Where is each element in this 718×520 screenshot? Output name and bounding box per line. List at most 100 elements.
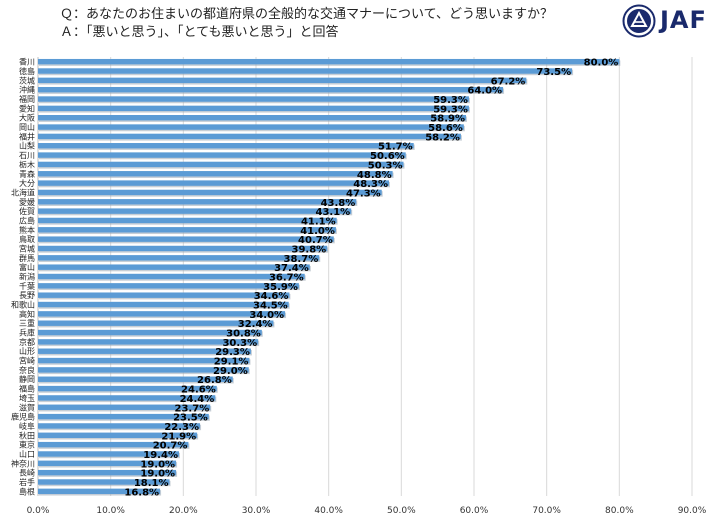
bar xyxy=(38,357,250,364)
value-label: 19.0% xyxy=(140,459,175,470)
bar xyxy=(38,283,299,289)
category-label: 大分 xyxy=(19,178,35,188)
bar xyxy=(38,367,249,373)
category-label: 北海道 xyxy=(11,187,35,197)
answer-text: Ａ：「悪いと思う」、「とても悪いと思う」と回答 xyxy=(60,25,339,40)
value-label: 29.3% xyxy=(215,347,250,358)
category-label: 富山 xyxy=(19,262,35,272)
bar xyxy=(38,395,216,401)
chart-header: Ｑ：あなたのお住まいの都道府県の全般的な交通マナーについて、どう思いますか？ Ａ… xyxy=(60,6,553,42)
category-label: 静岡 xyxy=(19,374,35,384)
bar xyxy=(38,58,620,65)
bar xyxy=(38,413,209,420)
value-label: 59.3% xyxy=(433,95,468,106)
category-label: 千葉 xyxy=(19,281,35,291)
category-label: 宮崎 xyxy=(19,356,35,366)
category-label: 徳島 xyxy=(19,66,35,76)
category-label: 沖縄 xyxy=(19,85,35,95)
value-label: 43.1% xyxy=(315,207,350,218)
value-label: 29.1% xyxy=(214,357,249,368)
bar xyxy=(38,273,305,280)
value-label: 48.8% xyxy=(357,170,392,181)
bar xyxy=(38,376,233,382)
value-label: 19.0% xyxy=(140,469,175,480)
x-tick-label: 90.0% xyxy=(678,506,707,516)
value-label: 24.4% xyxy=(180,394,215,405)
value-label: 21.9% xyxy=(161,431,196,442)
category-label: 宮城 xyxy=(19,243,35,253)
category-label: 神奈川 xyxy=(11,458,35,468)
category-label: 大阪 xyxy=(19,113,35,123)
x-tick-label: 80.0% xyxy=(605,506,634,516)
value-label: 37.4% xyxy=(274,263,309,274)
category-label: 和歌山 xyxy=(11,300,35,310)
category-label: 山梨 xyxy=(19,141,35,151)
value-label: 80.0% xyxy=(584,58,619,69)
x-tick-labels: 0.0% 10.0% 20.0% 30.0% 40.0% 50.0% 60.0% 70.0% 8… xyxy=(27,506,707,516)
category-label: 島根 xyxy=(19,486,35,496)
x-tick-label: 40.0% xyxy=(314,506,343,516)
value-label: 19.4% xyxy=(143,450,178,461)
bar xyxy=(38,161,404,168)
x-tick-label: 70.0% xyxy=(532,506,561,516)
value-label: 58.9% xyxy=(430,114,465,125)
bar xyxy=(38,96,469,102)
value-label: 23.5% xyxy=(173,413,208,424)
bar xyxy=(38,124,464,130)
value-labels: 80.0%73.5%67.2%64.0%59.3%59.3%58.9%58.6%… xyxy=(124,58,618,499)
bar xyxy=(38,236,334,242)
value-label: 24.6% xyxy=(181,385,216,396)
value-label: 32.4% xyxy=(238,319,273,330)
category-label: 滋賀 xyxy=(19,402,35,412)
category-label: 埼玉 xyxy=(19,393,35,403)
category-labels: 香川徳島茨城沖縄福岡愛知大阪岡山福井山梨石川栃木青森大分北海道愛媛佐賀広島熊本鳥… xyxy=(11,57,35,497)
bar xyxy=(38,152,406,158)
x-tick-label: 0.0% xyxy=(27,506,50,516)
bar xyxy=(38,488,161,495)
jaf-logo-text: JAF xyxy=(660,6,707,34)
value-label: 40.7% xyxy=(298,235,333,246)
value-label: 16.8% xyxy=(124,487,159,498)
category-label: 山形 xyxy=(19,346,35,356)
bar xyxy=(38,469,177,476)
category-label: 佐賀 xyxy=(19,206,35,216)
bar xyxy=(38,68,573,74)
bar xyxy=(38,143,414,149)
value-label: 43.8% xyxy=(321,198,356,209)
bar xyxy=(38,217,337,224)
category-label: 香川 xyxy=(19,57,35,67)
value-label: 73.5% xyxy=(536,67,571,78)
bar xyxy=(38,199,357,205)
bar xyxy=(38,133,461,140)
category-label: 三重 xyxy=(19,318,35,328)
value-label: 36.7% xyxy=(269,273,304,284)
value-label: 30.8% xyxy=(226,329,261,340)
value-label: 50.6% xyxy=(370,151,405,162)
value-label: 34.5% xyxy=(253,301,288,312)
value-label: 22.3% xyxy=(164,422,199,433)
category-label: 京都 xyxy=(19,337,35,347)
bar xyxy=(38,301,289,308)
category-label: 鹿児島 xyxy=(11,412,35,422)
value-label: 29.0% xyxy=(213,366,248,377)
bar xyxy=(38,441,189,448)
category-label: 東京 xyxy=(19,440,35,450)
category-label: 茨城 xyxy=(19,75,35,85)
bar xyxy=(38,432,198,438)
bar xyxy=(38,86,504,93)
category-label: 岡山 xyxy=(19,122,35,132)
bar xyxy=(38,423,201,429)
bar xyxy=(38,460,177,467)
bar xyxy=(38,180,389,186)
bar xyxy=(38,208,352,214)
category-label: 岩手 xyxy=(19,477,35,487)
bar xyxy=(38,255,320,261)
value-label: 48.3% xyxy=(353,179,388,190)
bar xyxy=(38,451,179,457)
value-label: 23.7% xyxy=(175,403,210,414)
bar xyxy=(38,227,336,233)
category-label: 熊本 xyxy=(19,225,35,235)
category-label: 群馬 xyxy=(19,253,35,263)
jaf-logo: JAF xyxy=(622,4,716,38)
